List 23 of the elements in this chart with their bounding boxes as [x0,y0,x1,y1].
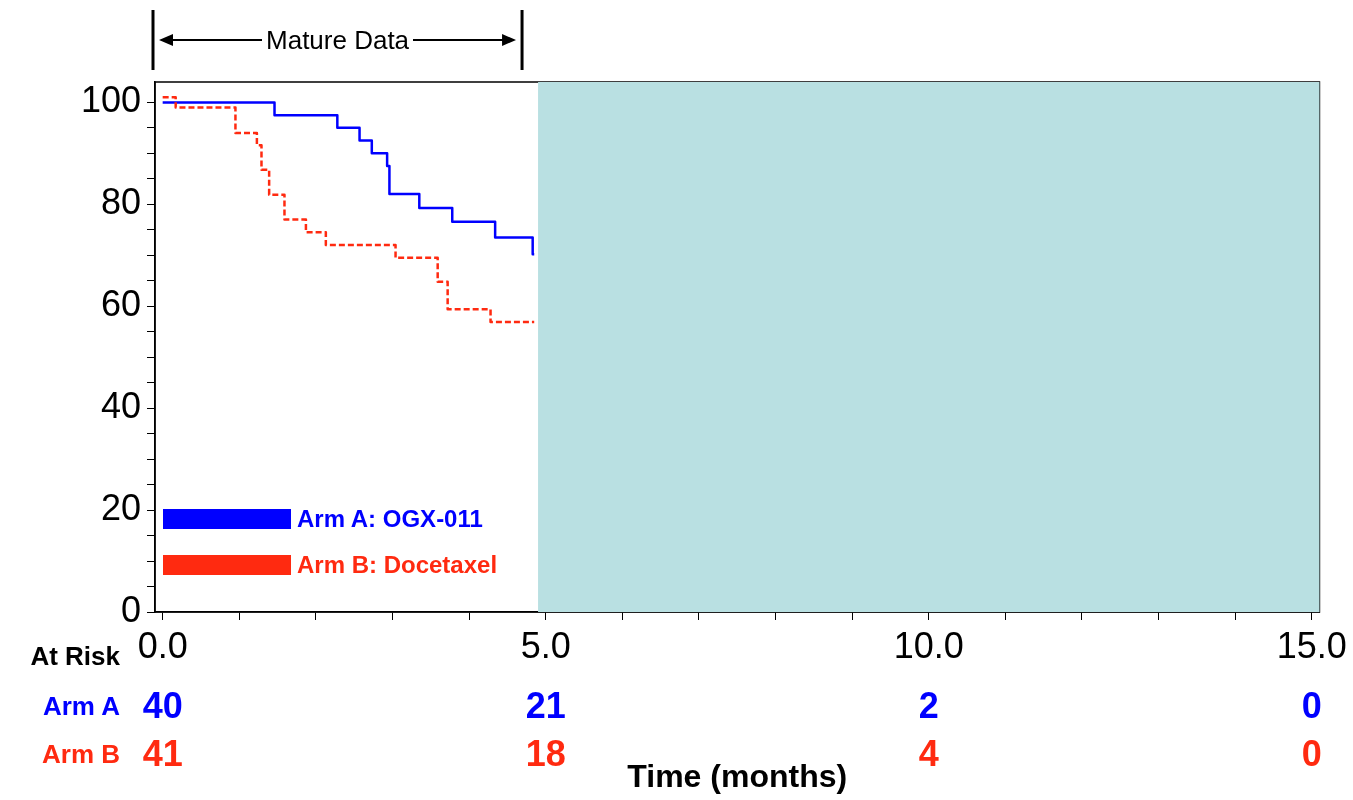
x-tick-label: 15.0 [1276,624,1347,666]
y-tick-label: 40 [100,385,141,427]
x-tick-label: 5.0 [520,624,571,666]
text: Arm B: Docetaxel [297,551,498,579]
text: 0 [1301,684,1322,726]
text: 21 [525,684,566,726]
y-tick-label: 20 [100,487,141,528]
text: 40 [142,684,183,726]
text: Arm B [41,739,120,770]
text: 0 [1301,732,1322,774]
text: At Risk [30,641,121,672]
text: Mature Data [262,24,414,56]
text: Arm A: OGX-011 [297,505,483,533]
text: 41 [142,732,183,774]
text: 2 [918,684,939,726]
y-tick-label: 80 [100,181,141,223]
x-axis-title: Time (months) [627,757,848,794]
y-tick-label: 60 [100,283,141,325]
text: 18 [525,732,566,774]
y-tick-label: 100 [80,79,141,121]
x-tick-label: 10.0 [893,624,964,666]
text: Arm A [42,691,121,722]
text: 4 [918,732,939,774]
